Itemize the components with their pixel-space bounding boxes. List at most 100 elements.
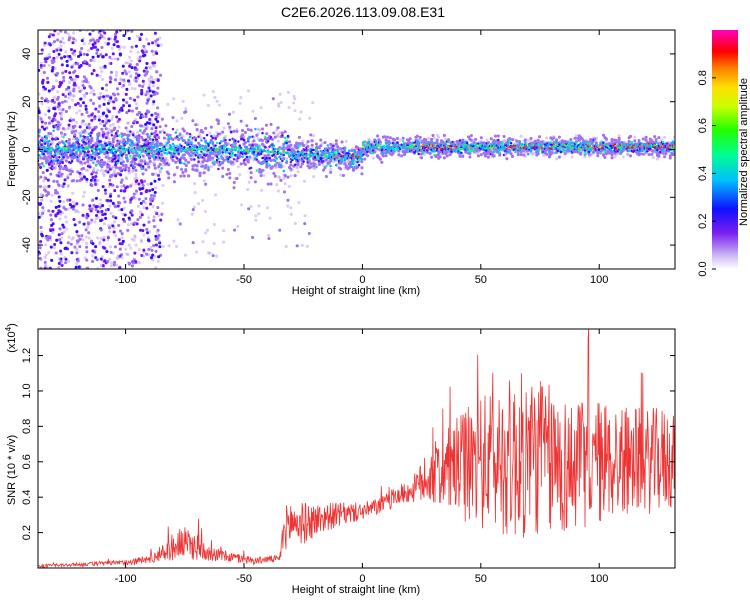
- spectrogram-cell: [121, 239, 125, 243]
- spectrogram-cell: [90, 207, 94, 211]
- spectrogram-cell: [64, 69, 68, 73]
- spectrogram-cell: [83, 95, 87, 99]
- spectrogram-cell: [195, 128, 199, 132]
- spectrogram-cell: [542, 154, 546, 158]
- spectrogram-cell: [102, 36, 106, 40]
- spectrogram-cell: [395, 136, 399, 140]
- spectrogram-cell: [85, 177, 89, 181]
- spectrogram-cell: [430, 155, 434, 159]
- spectrogram-cell: [111, 115, 115, 119]
- spectrogram-cell: [96, 178, 100, 182]
- spectrogram-cell: [91, 30, 95, 33]
- spectrogram-cell: [154, 234, 158, 238]
- spectrogram-cell: [275, 157, 278, 160]
- spectrogram-cell: [63, 55, 67, 59]
- spectrogram-cell: [98, 36, 102, 40]
- spectrogram-cell: [68, 89, 72, 93]
- spectrogram-cell: [128, 96, 132, 100]
- spectrogram-cell: [150, 149, 153, 152]
- spectrogram-cell: [190, 154, 193, 158]
- spectrogram-cell: [73, 69, 77, 73]
- spectrogram-cell: [145, 101, 149, 105]
- spectrogram-cell: [86, 266, 90, 269]
- spectrogram-cell: [206, 168, 210, 172]
- spectrogram-cell: [341, 174, 345, 178]
- spectrogram-cell: [107, 156, 111, 160]
- spectrogram-cell: [43, 127, 47, 131]
- spectrogram-cell: [153, 163, 157, 167]
- spectrogram-cell: [152, 134, 156, 138]
- spectrogram-cell: [134, 179, 138, 183]
- spectrogram-cell: [148, 134, 152, 138]
- spectrogram-cell: [421, 150, 425, 154]
- spectrogram-cell: [126, 141, 129, 145]
- spectrogram-cell: [46, 99, 50, 103]
- spectrogram-cell: [245, 124, 249, 128]
- spectrogram-cell: [78, 179, 82, 183]
- spectrogram-cell: [73, 49, 77, 53]
- spectrogram-cell: [96, 48, 100, 52]
- spectrogram-cell: [41, 171, 45, 175]
- spectrogram-cell: [81, 155, 85, 159]
- spectrogram-cell: [65, 100, 69, 104]
- spectrogram-cell: [343, 159, 347, 162]
- spectrogram-cell: [43, 139, 47, 143]
- spectrogram-cell: [151, 188, 155, 192]
- spectrogram-cell: [253, 116, 257, 120]
- spectrogram-cell: [147, 150, 151, 153]
- spectrogram-cell: [117, 157, 121, 160]
- spectrogram-cell: [153, 166, 157, 170]
- spectrogram-cell: [96, 54, 100, 58]
- spectrogram-cell: [195, 168, 199, 172]
- spectrogram-cell: [157, 115, 161, 119]
- spectrogram-cell: [149, 194, 153, 198]
- spectrogram-cell: [336, 145, 340, 149]
- spectrogram-cell: [134, 172, 138, 176]
- spectrogram-cell: [322, 163, 326, 167]
- spectrogram-cell: [180, 156, 184, 160]
- spectrogram-cell: [40, 48, 44, 52]
- spectrogram-cell: [109, 96, 113, 100]
- spectrogram-cell: [376, 143, 379, 146]
- spectrogram-cell: [44, 253, 48, 257]
- spectrogram-cell: [53, 72, 57, 76]
- spectrogram-cell: [63, 178, 67, 182]
- spectrogram-cell: [403, 153, 407, 157]
- spectrogram-cell: [49, 238, 53, 242]
- spectrogram-cell: [89, 131, 93, 135]
- spectrogram-cell: [549, 141, 553, 144]
- spectrogram-cell: [264, 123, 268, 127]
- spectrogram-cell: [138, 55, 142, 59]
- spectrogram-cell: [235, 146, 239, 149]
- spectrogram-cell: [94, 171, 98, 175]
- spectrogram-cell: [243, 163, 247, 167]
- spectrogram-cell: [114, 73, 118, 77]
- spectrogram-cell: [153, 157, 157, 161]
- spectrogram-cell: [565, 151, 569, 155]
- spectrogram-cell: [117, 140, 121, 144]
- spectrogram-cell: [128, 132, 132, 136]
- spectrogram-cell: [59, 259, 63, 263]
- spectrogram-cell: [199, 171, 203, 175]
- spectrogram-cell: [40, 136, 44, 140]
- spectrogram-cell: [183, 145, 186, 149]
- spectrogram-cell: [123, 189, 127, 193]
- spectrogram-cell: [146, 231, 150, 235]
- spectrogram-cell: [108, 226, 112, 230]
- spectrogram-cell: [507, 142, 510, 145]
- spectrogram-cell: [79, 97, 83, 101]
- spectrogram-cell: [260, 188, 264, 192]
- spectrogram-cell: [104, 191, 108, 195]
- spectrogram-cell: [50, 142, 54, 146]
- spectrogram-cell: [92, 167, 96, 171]
- spectrogram-cell: [334, 139, 338, 143]
- spectrogram-cell: [276, 139, 280, 143]
- spectrogram-cell: [209, 138, 213, 142]
- spectrogram-cell: [76, 101, 80, 105]
- spectrogram-cell: [105, 83, 109, 87]
- spectrogram-cell: [182, 174, 186, 178]
- spectrogram-cell: [151, 161, 155, 165]
- spectrogram-cell: [125, 111, 129, 115]
- spectrogram-cell: [302, 144, 306, 148]
- spectrogram-cell: [133, 234, 137, 238]
